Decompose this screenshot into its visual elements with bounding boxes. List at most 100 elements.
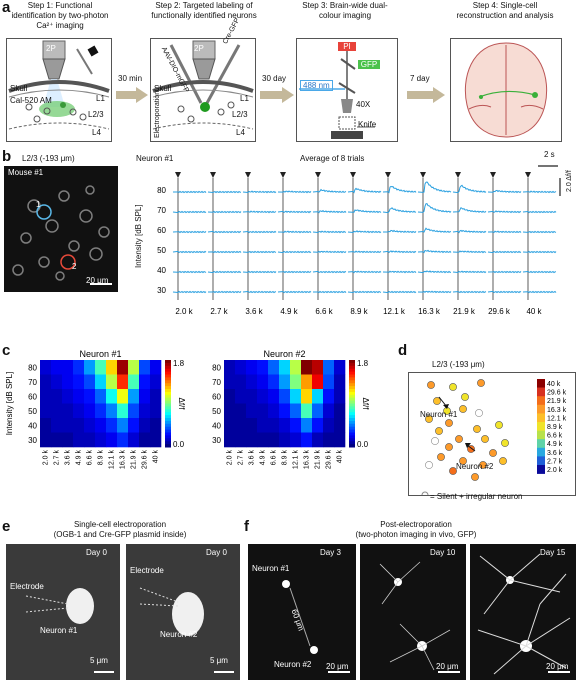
- trace-xtick: 12.1 k: [383, 307, 406, 316]
- freq-colorbar-tick: 29.6 k: [547, 390, 567, 397]
- heatmap-cell: [246, 403, 258, 419]
- heatmap-xtick: 3.6 k: [65, 450, 72, 466]
- f-day3-scalebar: 20 μm: [326, 662, 349, 671]
- trace-line: [172, 270, 207, 274]
- stimulus-marker: [175, 172, 181, 178]
- heatmap-ytick: 40: [212, 421, 221, 430]
- cell-1-label: 1: [36, 200, 41, 209]
- panel-f-label: f: [244, 518, 249, 535]
- e2-scalebar-label: 5 μm: [210, 656, 228, 665]
- trace-line: [522, 230, 557, 234]
- colorbar-segment: [349, 389, 355, 393]
- heatmap-cell: [150, 374, 162, 390]
- arrow-2: [260, 87, 294, 103]
- neuron-map: 40 k 29.6 k21.9 k 16.3 k12.1 k 8.9 k 6.6 k4.…: [421, 379, 567, 499]
- panel-b-label: b: [2, 148, 12, 165]
- trace-line: [522, 190, 557, 194]
- trace-line: [312, 270, 347, 274]
- colorbar-segment: [349, 380, 355, 384]
- colorbar-segment: [349, 432, 355, 436]
- heatmap-cell: [128, 360, 140, 375]
- trace-line: [382, 185, 417, 194]
- colorbar-segment: [165, 420, 171, 425]
- colorbar-min: 0.0: [173, 440, 185, 449]
- heatmap-cell: [301, 374, 313, 390]
- heatmap-cell: [73, 432, 85, 448]
- trace-line: [207, 270, 242, 274]
- neuron-dot: [433, 397, 441, 405]
- colorbar-min: 0.0: [357, 440, 369, 449]
- trace-line: [172, 250, 207, 254]
- neuron-dot: [477, 379, 485, 387]
- heatmap-cell: [106, 432, 118, 448]
- heatmap-ytick: 30: [28, 436, 37, 445]
- heatmap-xtick: 4.9 k: [76, 450, 83, 466]
- heatmap-cell: [51, 374, 63, 390]
- heatmap-cell: [235, 403, 247, 419]
- step2-diagram: [152, 40, 254, 130]
- trace-line: [417, 290, 452, 294]
- trace-line: [487, 189, 522, 194]
- trace-line: [277, 190, 312, 194]
- colorbar-segment: [349, 420, 355, 425]
- colorbar-max: 1.8: [173, 359, 185, 368]
- freq-colorbar-segment: [537, 422, 545, 431]
- colorbar-segment: [165, 389, 171, 393]
- panel-c-label: c: [2, 342, 11, 359]
- trace-line: [347, 290, 382, 294]
- heatmap-cell: [224, 432, 236, 448]
- heatmap-cell: [290, 389, 302, 404]
- heatmap-cell: [268, 389, 280, 404]
- heatmap-cell: [290, 432, 302, 448]
- stimulus-marker: [315, 172, 321, 178]
- heatmap-cell: [334, 432, 346, 448]
- trace-line: [242, 250, 277, 254]
- heatmap-cell: [84, 418, 96, 433]
- panel-d-label: d: [398, 342, 408, 359]
- heatmap-cell: [312, 432, 324, 448]
- heatmap-cell: [257, 389, 269, 404]
- e-cell-2: [139, 587, 234, 673]
- heatmap-cell: [150, 432, 162, 448]
- heatmap-cell: [106, 360, 118, 375]
- heatmap-xtick: 16.3 k: [120, 450, 127, 470]
- trace-ytick: 40: [157, 266, 166, 275]
- heatmap-xtick: 4.9 k: [260, 450, 267, 466]
- heatmap-cell: [139, 432, 151, 448]
- trace-line: [242, 230, 277, 234]
- heatmap-cell: [323, 360, 335, 375]
- freq-colorbar-segment: [537, 379, 545, 388]
- trace-line: [417, 203, 452, 214]
- step2-l23: L2/3: [232, 110, 248, 119]
- d-neuron2-label: Neuron #2: [456, 462, 494, 471]
- trace-line: [452, 290, 487, 294]
- colorbar-segment: [165, 383, 171, 387]
- neuron-dot: [445, 443, 453, 451]
- heatmap-xtick: 3.6 k: [249, 450, 256, 466]
- heatmap-cell: [235, 418, 247, 433]
- heatmap-xtick: 21.9 k: [131, 450, 138, 470]
- heatmap-ytick: 70: [212, 378, 221, 387]
- trace-xtick: 6.6 k: [315, 307, 333, 316]
- colorbar-label: Δf/f: [177, 397, 186, 410]
- panel-e-subtitle: (OGB-1 and Cre-GFP plasmid inside): [53, 530, 187, 539]
- stimulus-marker: [420, 172, 426, 178]
- colorbar-segment: [349, 377, 355, 381]
- colorbar-segment: [349, 438, 355, 442]
- trace-line: [383, 229, 417, 234]
- trace-line: [487, 210, 522, 214]
- colorbar-segment: [349, 362, 355, 367]
- freq-colorbar-segment: [537, 439, 545, 449]
- neuron-dot: [475, 409, 483, 417]
- colorbar-segment: [165, 418, 171, 422]
- colorbar-segment: [349, 386, 355, 390]
- heatmap-cell: [95, 374, 107, 390]
- arrow-3: [407, 87, 445, 103]
- colorbar-segment: [165, 432, 171, 436]
- panel-a-label: a: [2, 0, 11, 16]
- heatmap-cell: [301, 432, 313, 448]
- trace-line: [417, 227, 452, 234]
- heatmap-cell: [51, 389, 63, 404]
- trace-line: [242, 270, 277, 274]
- colorbar-segment: [165, 394, 171, 399]
